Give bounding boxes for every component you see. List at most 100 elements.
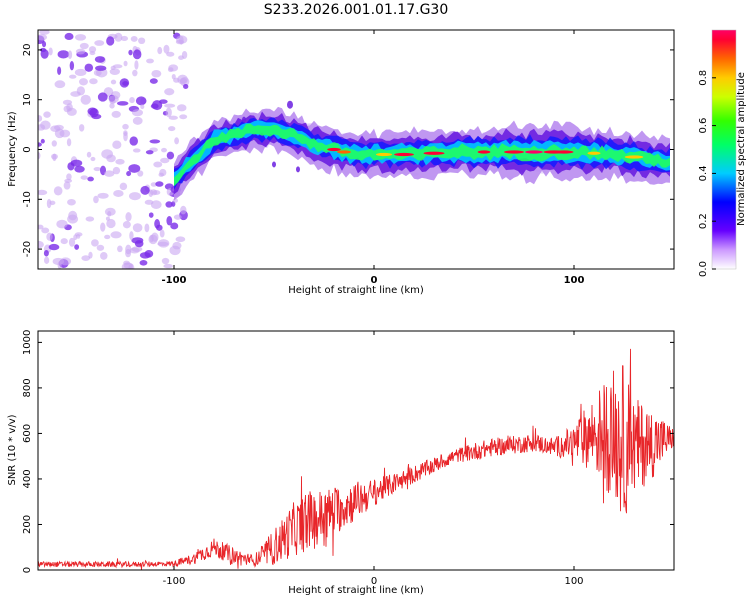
noise-blob [116, 101, 129, 106]
noise-blob [62, 99, 73, 106]
noise-blob [106, 36, 115, 46]
noise-blob [175, 236, 186, 243]
noise-blob [39, 30, 50, 35]
noise-blob [180, 205, 187, 215]
noise-blob [129, 136, 138, 146]
noise-blob [54, 80, 66, 89]
noise-blob [113, 190, 124, 197]
noise-blob [122, 81, 129, 86]
spectrogram-ylabel: Frequency (Hz) [7, 111, 18, 187]
noise-blob [126, 171, 132, 177]
ridge-peak [394, 152, 414, 157]
noise-blob [160, 157, 170, 164]
noise-blob [60, 238, 68, 245]
ridge-peak [554, 150, 574, 154]
noise-blob [112, 140, 122, 150]
noise-blob [129, 231, 134, 241]
noise-blob [104, 170, 115, 177]
noise-blob [149, 139, 161, 144]
noise-blob [138, 37, 146, 45]
noise-blob [93, 166, 101, 172]
x-tick-label: -100 [161, 275, 186, 286]
noise-blob [161, 147, 168, 153]
noise-blob [106, 218, 116, 229]
noise-blob [149, 78, 158, 84]
noise-blob [97, 92, 108, 102]
noise-blob [148, 212, 154, 218]
noise-blob [38, 142, 42, 147]
colorbar-gradient [712, 30, 736, 269]
noise-blob [44, 256, 50, 264]
noise-blob [171, 73, 176, 80]
noise-blob [123, 131, 128, 142]
noise-blob [53, 186, 63, 196]
side-blob [287, 100, 293, 109]
noise-blob [175, 39, 185, 45]
y-tick-label: 800 [22, 378, 33, 397]
noise-blob [76, 86, 86, 96]
noise-blob [88, 46, 97, 53]
noise-blob [132, 49, 142, 60]
ridge-peak [327, 147, 341, 152]
noise-blob [46, 198, 52, 209]
colorbar-tick-label: 0.8 [698, 70, 709, 86]
noise-blob [101, 149, 113, 159]
y-tick-label: 0 [22, 146, 33, 152]
noise-blob [158, 172, 164, 177]
noise-blob [43, 249, 49, 257]
y-tick-label: -20 [22, 241, 33, 257]
noise-blob [56, 219, 68, 229]
noise-blob [134, 60, 139, 70]
noise-blob [164, 88, 175, 96]
noise-blob [150, 189, 158, 196]
noise-blob [96, 244, 105, 251]
x-tick-label: 0 [371, 576, 377, 587]
noise-blob [95, 65, 107, 71]
noise-blob [165, 107, 172, 118]
x-tick-label: -100 [163, 576, 186, 587]
noise-blob [146, 58, 154, 64]
noise-blob [39, 47, 47, 53]
noise-blob [128, 164, 141, 173]
noise-blob [67, 198, 76, 206]
ridge-peak [423, 151, 445, 155]
noise-blob [109, 103, 115, 109]
noise-blob [89, 78, 98, 85]
noise-blob [177, 104, 187, 112]
noise-blob [163, 44, 170, 54]
noise-blob [140, 185, 150, 195]
side-blob [272, 161, 276, 168]
noise-blob [105, 216, 110, 221]
noise-blob [163, 263, 173, 269]
noise-blob [135, 96, 147, 106]
noise-blob [109, 68, 120, 75]
noise-blob [69, 74, 77, 79]
noise-blob [145, 150, 154, 155]
colorbar-tick-label: 0.6 [698, 118, 709, 134]
noise-blob [48, 47, 53, 56]
noise-blob [153, 161, 163, 168]
noise-blob [130, 36, 138, 42]
noise-blob [85, 216, 95, 222]
noise-blob [70, 159, 83, 167]
noise-blob [78, 78, 88, 86]
noise-blob [66, 107, 77, 116]
snr-ylabel: SNR (10 * v/v) [7, 414, 18, 485]
colorbar-tick-label: 0.0 [698, 261, 709, 277]
noise-blob [128, 49, 133, 56]
x-tick-label: 100 [564, 576, 583, 587]
noise-blob [115, 158, 125, 165]
noise-blob [166, 51, 175, 57]
noise-blob [166, 151, 175, 160]
noise-blob [81, 255, 91, 262]
noise-blob [46, 232, 53, 241]
noise-blob [144, 199, 154, 205]
noise-blob [89, 51, 96, 56]
noise-blob [40, 138, 45, 144]
noise-blob [111, 110, 121, 118]
noise-blob [179, 114, 188, 120]
colorbar-tick-label: 0.2 [698, 213, 709, 229]
